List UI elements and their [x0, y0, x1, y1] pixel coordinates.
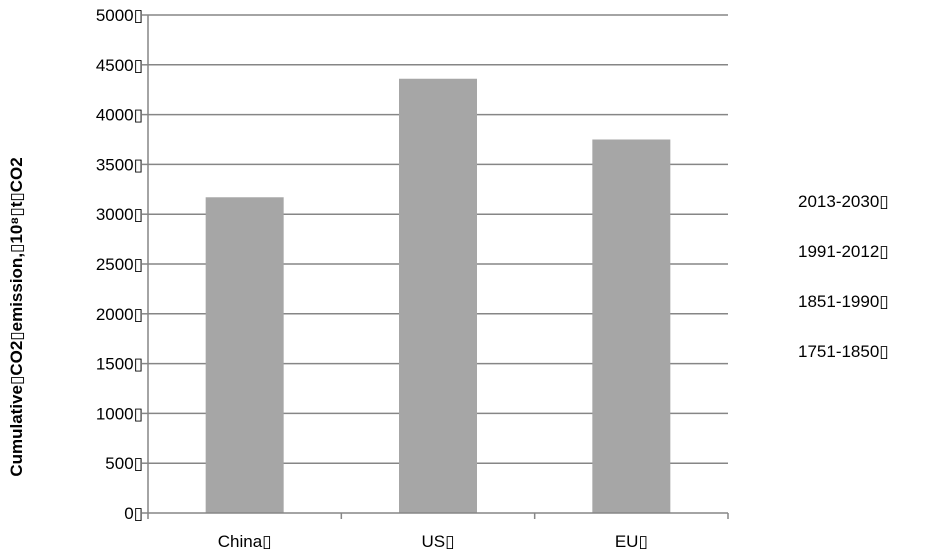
legend: 2013-2030▯ 1991-2012▯ 1851-1990▯ 1751-1850▯: [798, 192, 889, 361]
legend-entry: 1991-2012▯: [798, 242, 889, 261]
legend-entry: 2013-2030▯: [798, 192, 889, 211]
y-tick-label: 4000▯: [96, 106, 143, 125]
y-tick-label: 3000▯: [96, 205, 143, 224]
legend-entry: 1851-1990▯: [798, 292, 889, 311]
y-tick-label: 4500▯: [96, 56, 143, 75]
category-label: EU▯: [615, 532, 648, 551]
category-label: US▯: [422, 532, 455, 551]
bar-2: [592, 139, 671, 513]
bar-0: [205, 197, 284, 513]
axes: [142, 14, 729, 519]
y-tick-label: 2000▯: [96, 305, 143, 324]
y-axis-label: Cumulative▯CO2▯emission,▯10⁸▯t▯CO2: [7, 157, 26, 476]
legend-entry: 1751-1850▯: [798, 342, 889, 361]
y-tick-label: 0▯: [124, 504, 143, 523]
y-tick-labels: 0▯ 500▯ 1000▯ 1500▯ 2000▯ 2500▯ 3000▯ 3500▯ 4000…: [96, 6, 143, 523]
bars: [205, 78, 671, 513]
y-tick-label: 2500▯: [96, 255, 143, 274]
bar-1: [399, 78, 477, 513]
y-tick-label: 500▯: [105, 454, 143, 473]
y-tick-label: 5000▯: [96, 6, 143, 25]
y-tick-label: 1000▯: [96, 404, 143, 423]
y-tick-label: 1500▯: [96, 355, 143, 374]
y-tick-label: 3500▯: [96, 155, 143, 174]
category-label: China▯: [218, 532, 272, 551]
x-category-labels: China▯ US▯ EU▯: [218, 532, 648, 551]
